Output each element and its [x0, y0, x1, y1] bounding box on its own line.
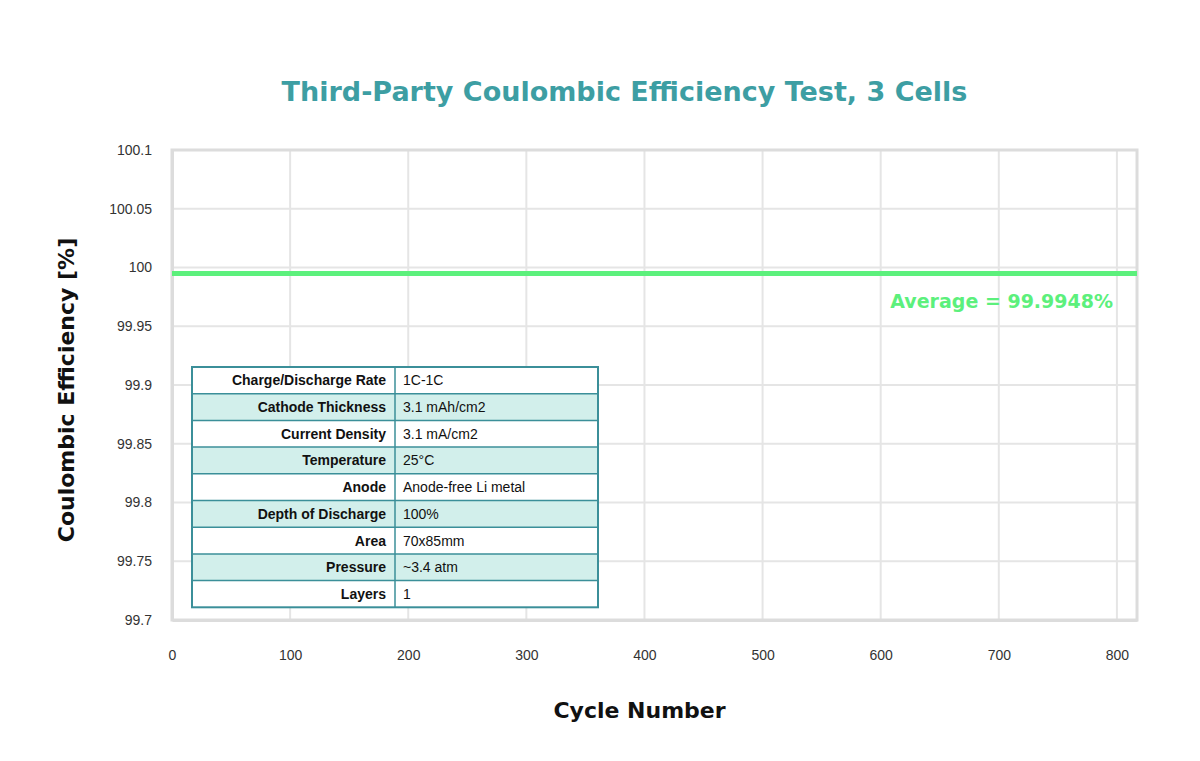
y-tick: 99.85 — [117, 436, 172, 452]
grid-line — [762, 150, 764, 620]
x-tick-label: 500 — [751, 647, 775, 663]
table-value: 3.1 mAh/cm2 — [403, 399, 486, 415]
data-line — [172, 271, 1137, 276]
title: Third-Party Coulombic Efficiency Test, 3… — [282, 76, 968, 107]
y-tick-label: 99.75 — [117, 553, 152, 569]
y-axis: 99.7 99.75 99.8 99.85 99.9 99.95 100 100.05 100.… — [109, 142, 172, 628]
x-tick-label: 0 — [169, 647, 177, 663]
x-tick-label: 800 — [1106, 647, 1130, 663]
grid-line — [172, 208, 1137, 210]
grid-line — [171, 150, 173, 620]
y-tick-label: 99.85 — [117, 436, 152, 452]
x-tick: 600 — [870, 620, 894, 663]
table-value: 70x85mm — [403, 533, 464, 549]
x-axis-line — [173, 619, 1138, 622]
x-tick-label: 700 — [988, 647, 1012, 663]
parameter-table: Charge/Discharge Rate 1C-1C Cathode Thickn… — [192, 367, 598, 607]
x-tick: 700 — [988, 620, 1012, 663]
x-axis: 0 100 200 300 400 500 600 700 800 — [169, 620, 1138, 663]
x-tick-label: 300 — [515, 647, 539, 663]
y-tick: 100 — [129, 259, 172, 275]
y-tick-label: 99.8 — [125, 494, 152, 510]
y-tick: 99.9 — [125, 377, 172, 393]
y-tick-label: 99.95 — [117, 318, 152, 334]
table-value: 25°C — [403, 452, 434, 468]
x-tick: 0 — [169, 620, 177, 663]
table-key: Layers — [341, 586, 386, 602]
chart: Third-Party Coulombic Efficiency Test, 3… — [0, 0, 1200, 761]
y-tick-label: 100 — [129, 259, 153, 275]
y-tick-label: 100.05 — [109, 201, 152, 217]
table-border — [192, 367, 598, 607]
x-tick: 200 — [397, 620, 421, 663]
table-key: Temperature — [302, 452, 386, 468]
plot-area — [172, 273, 1137, 274]
table-value: 3.1 mA/cm2 — [403, 426, 478, 442]
table-value: 100% — [403, 506, 439, 522]
table-value: 1C-1C — [403, 372, 443, 388]
table-value: Anode-free Li metal — [403, 479, 525, 495]
table-key: Charge/Discharge Rate — [232, 372, 386, 388]
y-axis-title: Coulombic Efficiency [%] — [54, 238, 79, 542]
y-tick: 99.7 — [125, 612, 172, 628]
table-key: Pressure — [326, 559, 386, 575]
table-key: Current Density — [281, 426, 386, 442]
x-tick-label: 100 — [279, 647, 303, 663]
x-tick-label: 600 — [870, 647, 894, 663]
x-tick: 500 — [751, 620, 775, 663]
y-tick: 100.05 — [109, 201, 172, 217]
x-tick-label: 400 — [633, 647, 657, 663]
y-tick: 99.95 — [117, 318, 172, 334]
grid-line — [172, 267, 1137, 269]
grid-line — [172, 325, 1137, 327]
table-value: ~3.4 atm — [403, 559, 458, 575]
y-tick-label: 100.1 — [117, 142, 152, 158]
plot-frame — [172, 150, 1137, 620]
y-tick-label: 99.7 — [125, 612, 152, 628]
y-tick: 100.1 — [117, 142, 172, 158]
x-tick: 400 — [633, 620, 657, 663]
y-axis-line — [171, 151, 174, 621]
grid-line — [998, 150, 1000, 620]
y-tick: 99.8 — [125, 494, 172, 510]
x-tick: 800 — [1106, 620, 1130, 663]
grid-line — [880, 150, 882, 620]
annotation: Average = 99.9948% — [890, 290, 1113, 312]
table-key: Anode — [342, 479, 386, 495]
y-tick-label: 99.9 — [125, 377, 152, 393]
grid-line — [1116, 150, 1118, 620]
table-key: Depth of Discharge — [258, 506, 387, 522]
table-rule — [394, 367, 396, 607]
table-value: 1 — [403, 586, 411, 602]
x-tick-label: 200 — [397, 647, 421, 663]
grid-line — [172, 619, 1137, 621]
grid-line — [643, 150, 645, 620]
x-axis-title: Cycle Number — [553, 698, 725, 723]
table-key: Area — [355, 533, 386, 549]
y-tick: 99.75 — [117, 553, 172, 569]
x-tick: 300 — [515, 620, 539, 663]
table-key: Cathode Thickness — [258, 399, 387, 415]
grid — [172, 150, 1137, 620]
x-tick: 100 — [279, 620, 303, 663]
